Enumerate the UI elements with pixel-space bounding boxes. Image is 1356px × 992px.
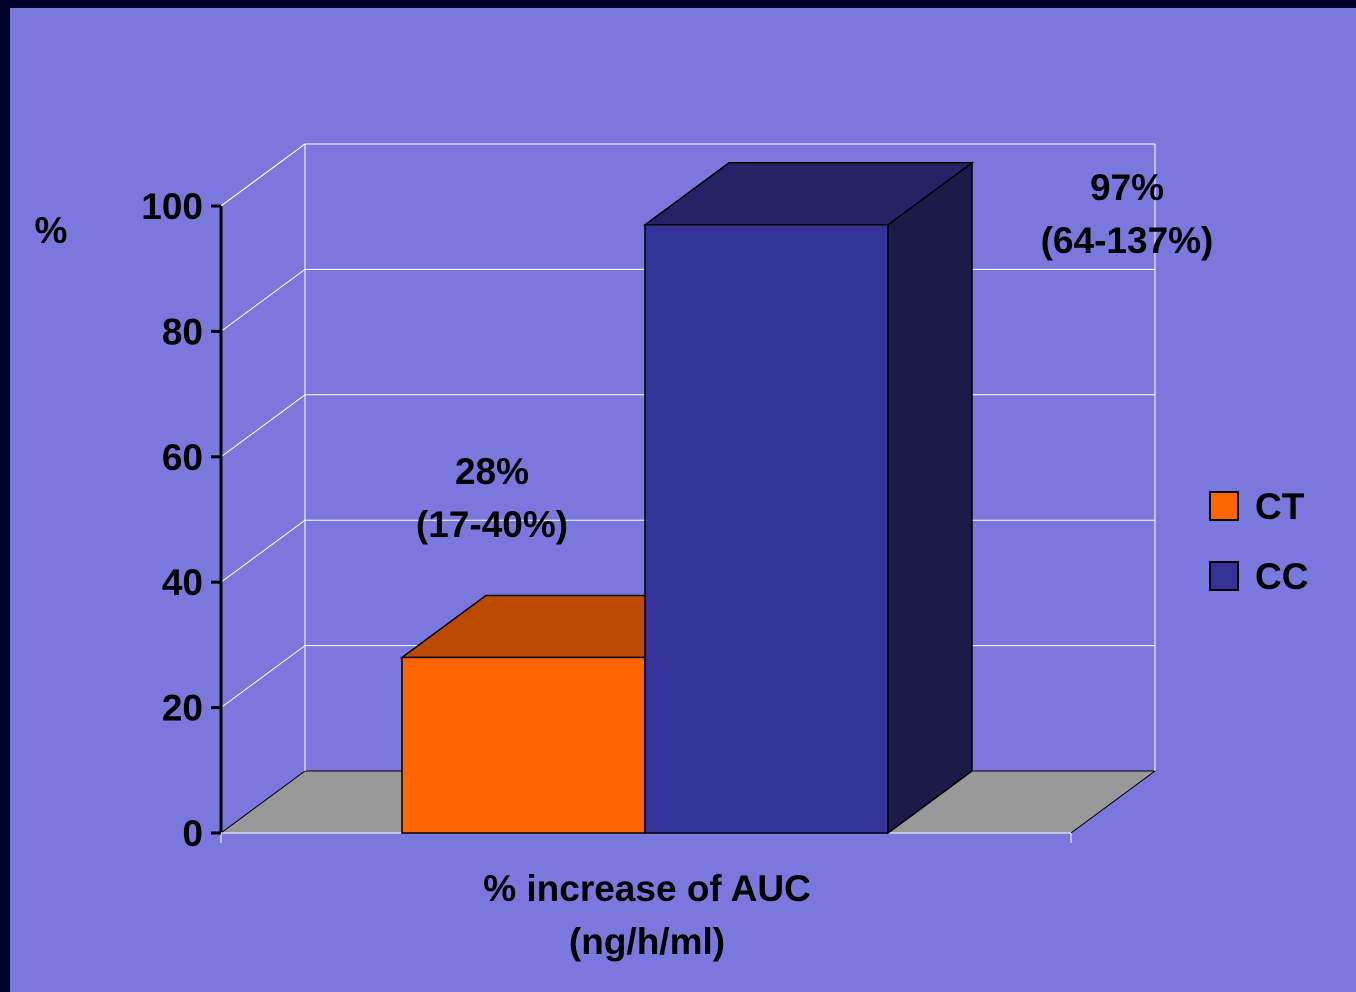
y-tick-label: 60	[162, 437, 203, 478]
legend-swatch-ct	[1209, 491, 1239, 521]
y-tick-label: 20	[162, 688, 203, 729]
side-gridline	[220, 394, 306, 458]
bar-side-face	[887, 161, 973, 835]
y-tick-label: 100	[141, 186, 203, 227]
data-label-cc: 97%	[1090, 167, 1164, 208]
bar-front-face	[644, 224, 889, 834]
side-wall-top-edge	[220, 143, 306, 207]
y-tick-label: 80	[162, 311, 203, 352]
y-tick-label: 0	[182, 813, 203, 854]
legend-swatch-cc	[1209, 561, 1239, 591]
bar-chart: 0 20 40 60 80 100% 28% (17-40%) 97% (64-137%) % i…	[35, 143, 1308, 962]
y-axis-label: %	[35, 210, 68, 251]
x-category-label: (ng/h/ml)	[569, 921, 725, 962]
side-gridline	[220, 645, 306, 709]
bar-front-face	[401, 656, 646, 834]
side-gridline	[220, 268, 306, 332]
bars	[399, 161, 975, 835]
side-gridline	[220, 519, 306, 583]
legend-label-cc: CC	[1255, 556, 1308, 597]
x-category-label: % increase of AUC	[483, 868, 811, 909]
data-label-ct: 28%	[455, 451, 529, 492]
labels: 28% (17-40%) 97% (64-137%) % increase of AUC…	[416, 167, 1213, 962]
slide-background: 0 20 40 60 80 100% 28% (17-40%) 97% (64-137%) % i…	[10, 8, 1356, 992]
data-label-cc: (64-137%)	[1041, 220, 1214, 261]
data-label-ct: (17-40%)	[416, 504, 568, 545]
legend: CT CC	[1209, 486, 1308, 597]
legend-label-ct: CT	[1255, 486, 1305, 527]
bar-cc	[642, 161, 975, 835]
y-axis: 0 20 40 60 80 100%	[35, 186, 1072, 854]
y-tick-label: 40	[162, 562, 203, 603]
